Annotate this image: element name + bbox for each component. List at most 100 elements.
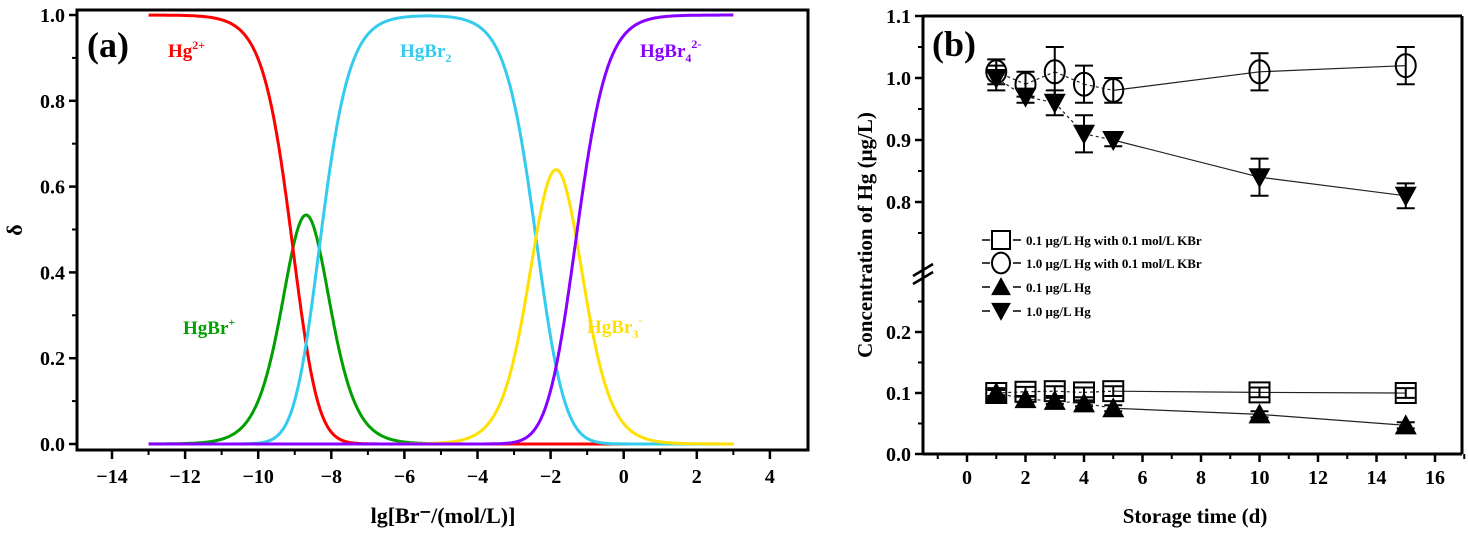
data-point [1394, 414, 1417, 435]
legend: 0.1 μg/L Hg with 0.1 mol/L KBr 1.0 μg/L H… [982, 230, 1202, 321]
x-tick-label: 10 [1250, 467, 1270, 489]
data-point [1014, 87, 1037, 108]
series-triangle-down-filled [985, 64, 1417, 210]
y-tick-label: 0.4 [40, 262, 65, 284]
series-connector [1025, 71, 1055, 85]
x-tick-label: 14 [1367, 467, 1387, 489]
axis-break-mark [912, 262, 934, 278]
legend-marker [991, 302, 1011, 321]
legend-label: 1.0 μg/L Hg with 0.1 mol/L KBr [1026, 256, 1202, 271]
data-point [1043, 389, 1066, 410]
panel-label: (a) [87, 25, 129, 65]
series-connector [1259, 176, 1406, 197]
series-connector [996, 391, 1026, 394]
data-point [1073, 124, 1095, 145]
data-point [1102, 131, 1125, 151]
species-label-main: Hg [168, 41, 193, 62]
data-point [1248, 403, 1271, 424]
y-axis-label: Concentration of Hg (μg/L) [853, 112, 877, 358]
data-point [1102, 397, 1125, 418]
x-tick-label: 8 [1196, 467, 1206, 489]
legend-label: 0.1 μg/L Hg with 0.1 mol/L KBr [1026, 233, 1202, 248]
series-line-HgBr [148, 213, 734, 446]
y-tick-label: 0.0 [886, 444, 911, 466]
plot-frame [75, 8, 810, 452]
data-point [1073, 71, 1095, 97]
panel-b: 0 2 4 6 8 10 12 14 16 0.0 0.1 0.2 0.8 0.9 1.0 1.1 Storag… [853, 6, 1466, 528]
species-label: HgBr+ [183, 315, 235, 339]
species-label: HgBr2 [400, 41, 451, 65]
x-tick-label: −12 [169, 466, 200, 488]
data-point [1073, 392, 1095, 413]
series-connector [1113, 71, 1260, 91]
data-point [1248, 59, 1271, 85]
species-label-sup: 2+ [192, 38, 205, 52]
series-connector [996, 71, 1026, 85]
species-label-sup: + [228, 315, 235, 329]
x-tick-label: −2 [540, 466, 561, 488]
x-axis-label: Storage time (d) [1123, 504, 1268, 528]
species-label: Hg2+ [168, 38, 205, 62]
data-point [1248, 381, 1271, 404]
species-label-sub: 4 [685, 51, 691, 65]
y-axis-label: δ [2, 224, 27, 235]
x-axis-label: lg[Br⁻/(mol/L)] [371, 503, 516, 528]
legend-marker [991, 230, 1011, 250]
series-line-HgBr42 [148, 13, 734, 446]
y-tick-label: 1.0 [40, 5, 65, 27]
data-point [985, 69, 1008, 89]
data-point [1043, 59, 1066, 85]
x-tick-label: 2 [692, 466, 702, 488]
series-connector [1259, 413, 1406, 426]
y-tick-label: 0.6 [40, 177, 65, 199]
series-line-HgBr3 [148, 168, 734, 446]
species-label-sub: 2 [445, 51, 451, 65]
data-point [1394, 53, 1417, 79]
legend-label: 0.1 μg/L Hg [1026, 280, 1091, 295]
series-connector [1083, 390, 1114, 393]
series-connector [1113, 139, 1260, 178]
panel-a: −14 −12 −10 −8 −6 −4 −2 0 2 4 0.0 0.2 0.4 0.6 0.8 1.0 lg… [2, 5, 810, 528]
y-tick-label: 0.8 [40, 91, 65, 113]
series-connector [1025, 390, 1055, 393]
y-tick-label: 0.0 [40, 434, 65, 456]
species-label-main: HgBr [400, 41, 446, 62]
species-label-sub: 3 [632, 327, 638, 341]
y-tick-label: 1.1 [886, 6, 911, 28]
series-connector [1113, 407, 1260, 415]
series-connector [1054, 390, 1085, 393]
species-label-main: HgBr [640, 41, 686, 62]
x-tick-label: 0 [619, 466, 629, 488]
y-tick-label: 0.1 [886, 383, 911, 405]
series-connector [1259, 391, 1406, 394]
y-tick-label: 0.9 [886, 130, 911, 152]
x-tick-label: −10 [242, 466, 273, 488]
species-label: HgBr42- [640, 37, 701, 65]
data-point [1394, 186, 1417, 207]
species-label: HgBr3- [587, 313, 642, 341]
data-point [1394, 382, 1417, 404]
data-point [1043, 93, 1066, 114]
series-connector [1113, 390, 1260, 393]
x-tick-label: 2 [1021, 467, 1031, 489]
data-point [1248, 168, 1271, 189]
x-tick-label: 16 [1425, 467, 1445, 489]
x-tick-label: 4 [1079, 467, 1089, 489]
x-tick-label: 0 [962, 467, 972, 489]
legend-marker [991, 251, 1011, 275]
y-tick-label: 1.0 [886, 68, 911, 90]
x-tick-label: −14 [96, 466, 127, 488]
y-tick-label: 0.8 [886, 192, 911, 214]
series-line-HgBr2 [148, 14, 734, 446]
x-tick-label: 6 [1138, 467, 1148, 489]
y-tick-label: 0.2 [886, 322, 911, 344]
x-tick-label: −4 [467, 466, 488, 488]
series-connector [1083, 83, 1114, 91]
species-label-sup: - [638, 313, 642, 327]
data-point [985, 382, 1008, 402]
legend-label: 1.0 μg/L Hg [1026, 304, 1091, 319]
data-point [1102, 77, 1125, 103]
panel-label: (b) [932, 24, 976, 64]
species-label-main: HgBr [183, 318, 229, 339]
series-connector [1054, 71, 1085, 85]
